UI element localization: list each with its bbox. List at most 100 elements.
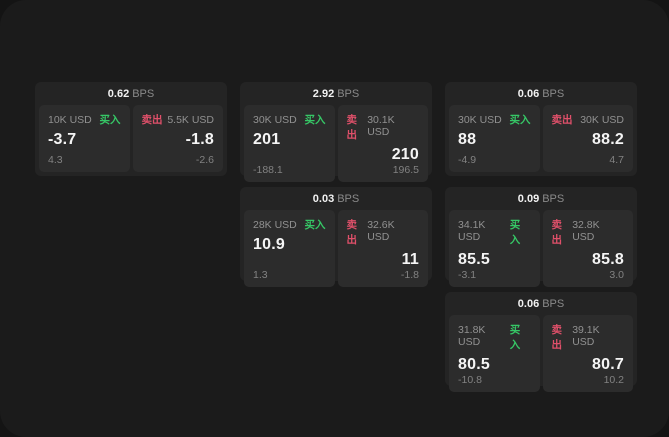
buy-price: 85.5	[458, 251, 490, 268]
panels-row: 28K USD 买入 10.9 1.3 卖出 32.6K USD 11 -1.8	[244, 210, 428, 287]
buy-change: 1.3	[253, 269, 268, 281]
buy-panel[interactable]: 31.8K USD 买入 80.5 -10.8	[449, 315, 540, 392]
sell-side-label: 卖出	[551, 114, 573, 126]
bps-value: 0.62	[107, 88, 130, 100]
buy-amount: 30K USD	[253, 114, 297, 126]
sell-price: 80.7	[592, 356, 624, 373]
buy-panel[interactable]: 30K USD 买入 201 -188.1	[244, 105, 335, 182]
quote-card-1: 0.62 BPS 10K USD 买入 -3.7 4.3 卖出 5.5K USD	[35, 82, 227, 176]
sell-amount: 32.8K USD	[572, 219, 600, 243]
buy-header-line: 10K USD 买入	[48, 112, 121, 127]
sell-amount: 32.6K USD	[367, 219, 395, 243]
bps-unit-label: BPS	[542, 193, 565, 205]
buy-header-line: 30K USD 买入	[458, 112, 531, 127]
buy-panel[interactable]: 28K USD 买入 10.9 1.3	[244, 210, 335, 287]
sell-panel[interactable]: 卖出 30K USD 88.2 4.7	[542, 105, 633, 172]
buy-change: -10.8	[458, 374, 482, 386]
quote-card-4: 0.03 BPS 28K USD 买入 10.9 1.3 卖出 32.6K USD	[240, 187, 432, 287]
buy-price: 88	[458, 131, 477, 148]
sell-header-line: 卖出 32.8K USD	[552, 217, 625, 247]
card-header: 0.03 BPS	[244, 191, 428, 207]
card-header: 2.92 BPS	[244, 86, 428, 102]
panels-row: 34.1K USD 买入 85.5 -3.1 卖出 32.8K USD 85.8…	[449, 210, 633, 287]
bps-unit-label: BPS	[542, 88, 565, 100]
quote-card-3: 0.06 BPS 30K USD 买入 88 -4.9 卖出 30K USD	[445, 82, 637, 176]
sell-header-line: 卖出 5.5K USD	[142, 112, 215, 127]
sell-change: 4.7	[609, 154, 624, 166]
bps-value: 2.92	[312, 88, 335, 100]
buy-panel[interactable]: 10K USD 买入 -3.7 4.3	[39, 105, 130, 172]
sell-header-line: 卖出 39.1K USD	[552, 322, 625, 352]
buy-amount: 34.1K USD	[458, 219, 486, 243]
bps-unit-label: BPS	[337, 193, 360, 205]
sell-side-label: 卖出	[551, 219, 563, 246]
sell-change: -1.8	[400, 269, 419, 281]
bps-unit-label: BPS	[132, 88, 155, 100]
sell-panel[interactable]: 卖出 30.1K USD 210 196.5	[337, 105, 428, 182]
sell-amount: 30K USD	[580, 114, 624, 126]
bps-unit-label: BPS	[542, 298, 565, 310]
quote-grid: 0.62 BPS 10K USD 买入 -3.7 4.3 卖出 5.5K USD	[35, 82, 637, 392]
buy-side-label: 买入	[509, 219, 521, 246]
sell-side-label: 卖出	[551, 324, 563, 351]
sell-panel[interactable]: 卖出 32.6K USD 11 -1.8	[337, 210, 428, 287]
sell-price: 210	[391, 146, 419, 163]
panels-row: 30K USD 买入 88 -4.9 卖出 30K USD 88.2 4.7	[449, 105, 633, 172]
sell-amount: 5.5K USD	[167, 114, 214, 126]
sell-panel[interactable]: 卖出 39.1K USD 80.7 10.2	[542, 315, 633, 392]
panels-row: 10K USD 买入 -3.7 4.3 卖出 5.5K USD -1.8 -2.…	[39, 105, 223, 172]
quote-card-5: 0.09 BPS 34.1K USD 买入 85.5 -3.1 卖出 32.8K …	[445, 187, 637, 287]
card-header: 0.09 BPS	[449, 191, 633, 207]
buy-side-label: 买入	[304, 219, 326, 231]
bps-value: 0.03	[312, 193, 335, 205]
sell-side-label: 卖出	[346, 114, 358, 141]
buy-header-line: 30K USD 买入	[253, 112, 326, 127]
sell-header-line: 卖出 30K USD	[552, 112, 625, 127]
buy-header-line: 31.8K USD 买入	[458, 322, 531, 352]
sell-change: -2.6	[195, 154, 214, 166]
bps-value: 0.06	[517, 298, 540, 310]
buy-change: -4.9	[458, 154, 477, 166]
buy-side-label: 买入	[99, 114, 121, 126]
buy-change: 4.3	[48, 154, 63, 166]
panels-row: 31.8K USD 买入 80.5 -10.8 卖出 39.1K USD 80.…	[449, 315, 633, 392]
sell-amount: 39.1K USD	[572, 324, 600, 348]
bps-value: 0.09	[517, 193, 540, 205]
buy-panel[interactable]: 30K USD 买入 88 -4.9	[449, 105, 540, 172]
sell-header-line: 卖出 30.1K USD	[347, 112, 420, 142]
sell-side-label: 卖出	[141, 114, 163, 126]
buy-amount: 31.8K USD	[458, 324, 486, 348]
buy-price: 80.5	[458, 356, 490, 373]
buy-header-line: 34.1K USD 买入	[458, 217, 531, 247]
card-header: 0.06 BPS	[449, 86, 633, 102]
sell-change: 3.0	[609, 269, 624, 281]
buy-panel[interactable]: 34.1K USD 买入 85.5 -3.1	[449, 210, 540, 287]
sell-side-label: 卖出	[346, 219, 358, 246]
quote-card-6: 0.06 BPS 31.8K USD 买入 80.5 -10.8 卖出 39.1K…	[445, 292, 637, 392]
buy-amount: 30K USD	[458, 114, 502, 126]
buy-side-label: 买入	[509, 324, 521, 351]
sell-change: 196.5	[392, 164, 419, 176]
buy-change: -188.1	[253, 164, 283, 176]
bps-unit-label: BPS	[337, 88, 360, 100]
sell-change: 10.2	[603, 374, 624, 386]
buy-header-line: 28K USD 买入	[253, 217, 326, 232]
sell-panel[interactable]: 卖出 32.8K USD 85.8 3.0	[542, 210, 633, 287]
sell-panel[interactable]: 卖出 5.5K USD -1.8 -2.6	[132, 105, 223, 172]
buy-side-label: 买入	[509, 114, 531, 126]
sell-price: 85.8	[592, 251, 624, 268]
sell-price: 88.2	[592, 131, 624, 148]
buy-price: 201	[253, 131, 281, 148]
buy-price: -3.7	[48, 131, 77, 148]
buy-change: -3.1	[458, 269, 477, 281]
sell-price: -1.8	[185, 131, 214, 148]
quote-card-2: 2.92 BPS 30K USD 买入 201 -188.1 卖出 30.1K U…	[240, 82, 432, 182]
panels-row: 30K USD 买入 201 -188.1 卖出 30.1K USD 210 1…	[244, 105, 428, 182]
card-header: 0.06 BPS	[449, 296, 633, 312]
buy-amount: 28K USD	[253, 219, 297, 231]
buy-amount: 10K USD	[48, 114, 92, 126]
buy-side-label: 买入	[304, 114, 326, 126]
sell-header-line: 卖出 32.6K USD	[347, 217, 420, 247]
sell-price: 11	[401, 251, 419, 268]
